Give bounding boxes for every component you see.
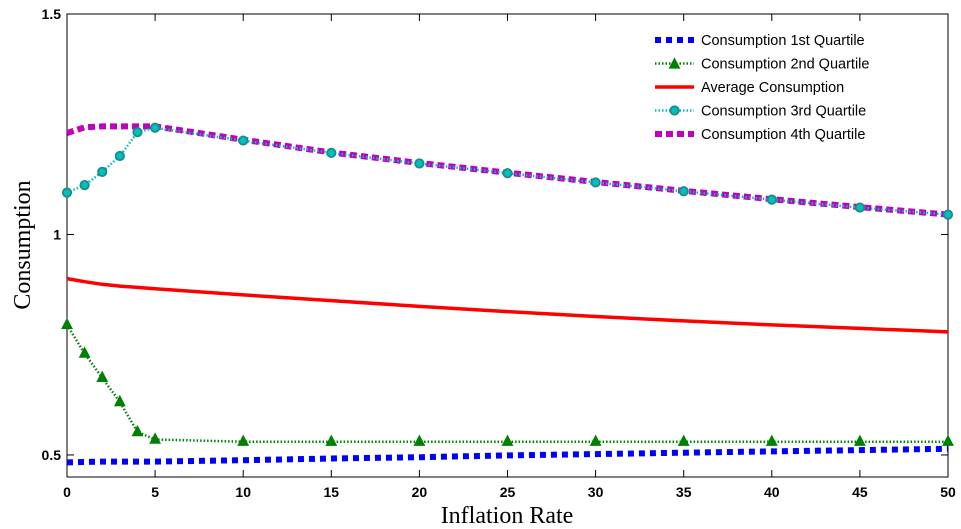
legend-circle-marker <box>669 105 680 116</box>
series-2-point <box>853 434 866 446</box>
x-tick-label: 15 <box>324 484 340 500</box>
y-tick-label: 1 <box>53 226 61 242</box>
x-axis-title: Inflation Rate <box>441 503 574 529</box>
tick-layer: 0 5 10 15 20 25 30 35 40 45 50 0.5 1 1.5 <box>42 6 956 500</box>
legend: Consumption 1st Quartile Consumption 2nd … <box>655 33 869 143</box>
x-tick-label: 0 <box>63 484 71 500</box>
series-2-point <box>78 346 91 358</box>
x-tick-label: 10 <box>235 484 251 500</box>
series-4-point <box>79 179 90 191</box>
series-4-point <box>766 194 777 205</box>
series-4-point <box>114 150 125 162</box>
series-4-point <box>61 187 73 198</box>
series-4-point <box>590 177 601 188</box>
series-2-point <box>149 432 162 444</box>
series-2-point <box>501 434 514 446</box>
legend-label-4: Consumption 3rd Quartile <box>701 104 866 120</box>
series-2-point <box>325 434 338 446</box>
x-tick-label: 20 <box>412 484 428 500</box>
y-tick-label: 1.5 <box>42 6 62 22</box>
legend-triangle-marker <box>668 57 681 69</box>
series-4-point <box>502 168 513 179</box>
marker-layer <box>61 122 954 446</box>
series-2-point <box>131 424 144 437</box>
legend-label-2: Consumption 2nd Quartile <box>701 57 869 73</box>
series-4-point <box>238 135 249 146</box>
series-4-point <box>414 158 425 169</box>
series-4-point <box>942 209 954 220</box>
series-line-1 <box>66 445 949 466</box>
x-tick-label: 30 <box>588 484 604 500</box>
x-tick-label: 5 <box>151 484 159 500</box>
series-4-point <box>97 166 108 177</box>
series-2-point <box>413 434 426 446</box>
series-4-point <box>854 202 866 213</box>
series-2-point <box>942 434 954 446</box>
x-tick-label: 25 <box>500 484 516 500</box>
series-4-point <box>678 186 689 197</box>
series-2-point <box>589 434 602 446</box>
y-tick-label: 0.5 <box>42 447 62 463</box>
legend-label-1: Consumption 1st Quartile <box>701 33 865 49</box>
legend-label-5: Consumption 4th Quartile <box>701 127 865 143</box>
series-4-point <box>150 122 161 133</box>
plot-area <box>66 13 949 478</box>
series-2-point <box>96 370 109 382</box>
series-line-3 <box>66 276 949 334</box>
series-2-point <box>765 434 778 446</box>
x-tick-label: 35 <box>676 484 692 500</box>
x-tick-label: 40 <box>764 484 780 500</box>
series-2-point <box>113 394 126 407</box>
series-4-point <box>132 127 143 138</box>
x-tick-label: 45 <box>852 484 868 500</box>
series-2-point <box>61 317 73 330</box>
y-axis-title: Consumption <box>10 180 36 309</box>
series-2-point <box>677 434 690 446</box>
series-4-point <box>326 147 337 158</box>
legend-label-3: Average Consumption <box>701 80 844 96</box>
x-tick-label: 50 <box>940 484 956 500</box>
series-2-point <box>237 434 250 446</box>
series-line-2 <box>65 324 948 443</box>
